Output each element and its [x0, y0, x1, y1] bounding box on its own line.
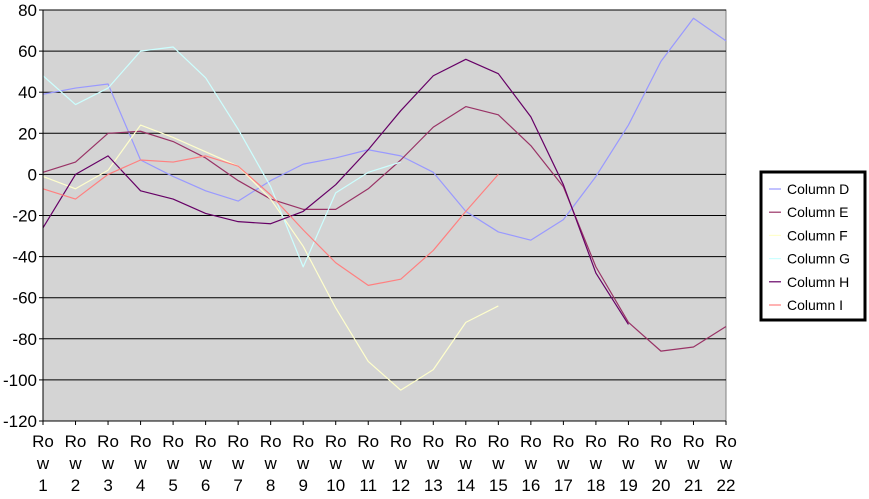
x-tick-label: Ro w 19	[618, 432, 640, 494]
x-tick-label: Ro w 5	[162, 432, 184, 494]
y-tick-label: 60	[18, 42, 37, 61]
x-tick-label: Ro w 6	[195, 432, 217, 494]
legend-item: Column H	[769, 274, 849, 290]
legend: Column D Column E Column F Column G Column H…	[759, 170, 867, 322]
series-line	[42, 46, 401, 268]
x-tick-label: Ro w 15	[487, 432, 509, 494]
y-tick-label: -20	[12, 207, 37, 226]
series-line	[42, 105, 727, 352]
x-tick-label: Ro w 1	[32, 432, 54, 494]
x-tick-label: Ro w 11	[357, 432, 379, 494]
x-tick-label: Ro w 17	[553, 432, 575, 494]
series-column-i	[42, 155, 499, 286]
x-tick-label: Ro w 9	[292, 432, 314, 494]
y-tick-label: -40	[12, 248, 37, 267]
legend-item: Column E	[769, 204, 848, 220]
legend-label: Column D	[787, 181, 849, 197]
x-tick-label: Ro w 8	[260, 432, 282, 494]
x-tick-label: Ro w 22	[715, 432, 737, 494]
legend-label: Column H	[787, 274, 849, 290]
legend-label: Column E	[787, 204, 848, 220]
x-tick-label: Ro w 4	[130, 432, 152, 494]
x-tick-label: Ro w 2	[65, 432, 87, 494]
x-tick-label: Ro w 12	[390, 432, 412, 494]
legend-label: Column I	[787, 297, 843, 313]
y-axis: -120 -100 -80 -60 -40 -20 0 20 40 60 80	[3, 1, 44, 431]
plot-area	[42, 9, 727, 422]
series-column-e	[42, 105, 727, 352]
x-tick-label: Ro w 21	[683, 432, 705, 494]
series-line	[42, 155, 499, 286]
y-tick-label: 0	[28, 165, 37, 184]
y-tick-label: 40	[18, 83, 37, 102]
y-tick-label: -100	[3, 371, 37, 390]
series-line	[42, 17, 727, 241]
x-tick-label: Ro w 7	[227, 432, 249, 494]
series-line	[42, 58, 629, 325]
x-axis: Ro w 1 Ro w 2 Ro w 3 Ro w 4 Ro w 5 Ro w 6 Ro w 7 Ro w 8 Ro w 9 Ro w 1…	[32, 420, 737, 495]
x-tick-label: Ro w 13	[422, 432, 444, 494]
series-line	[42, 124, 499, 391]
series-column-g	[42, 46, 401, 268]
series-column-f	[42, 124, 499, 391]
x-tick-label: Ro w 10	[325, 432, 347, 494]
x-tick-label: Ro w 20	[650, 432, 672, 494]
x-tick-label: Ro w 18	[585, 432, 607, 494]
legend-item: Column F	[769, 227, 848, 243]
series-column-h	[42, 58, 629, 325]
y-tick-label: -80	[12, 330, 37, 349]
x-tick-label: Ro w 16	[520, 432, 542, 494]
x-tick-label: Ro w 3	[97, 432, 119, 494]
x-tick-label: Ro w 14	[455, 432, 477, 494]
legend-label: Column F	[787, 227, 848, 243]
y-tick-label: 80	[18, 1, 37, 20]
y-tick-label: -120	[3, 412, 37, 431]
legend-item: Column G	[769, 251, 850, 267]
y-tick-label: -60	[12, 289, 37, 308]
series-column-d	[42, 17, 727, 241]
legend-box	[759, 170, 867, 322]
y-tick-label: 20	[18, 124, 37, 143]
legend-item: Column D	[769, 181, 849, 197]
legend-label: Column G	[787, 251, 850, 267]
legend-item: Column I	[769, 297, 843, 313]
